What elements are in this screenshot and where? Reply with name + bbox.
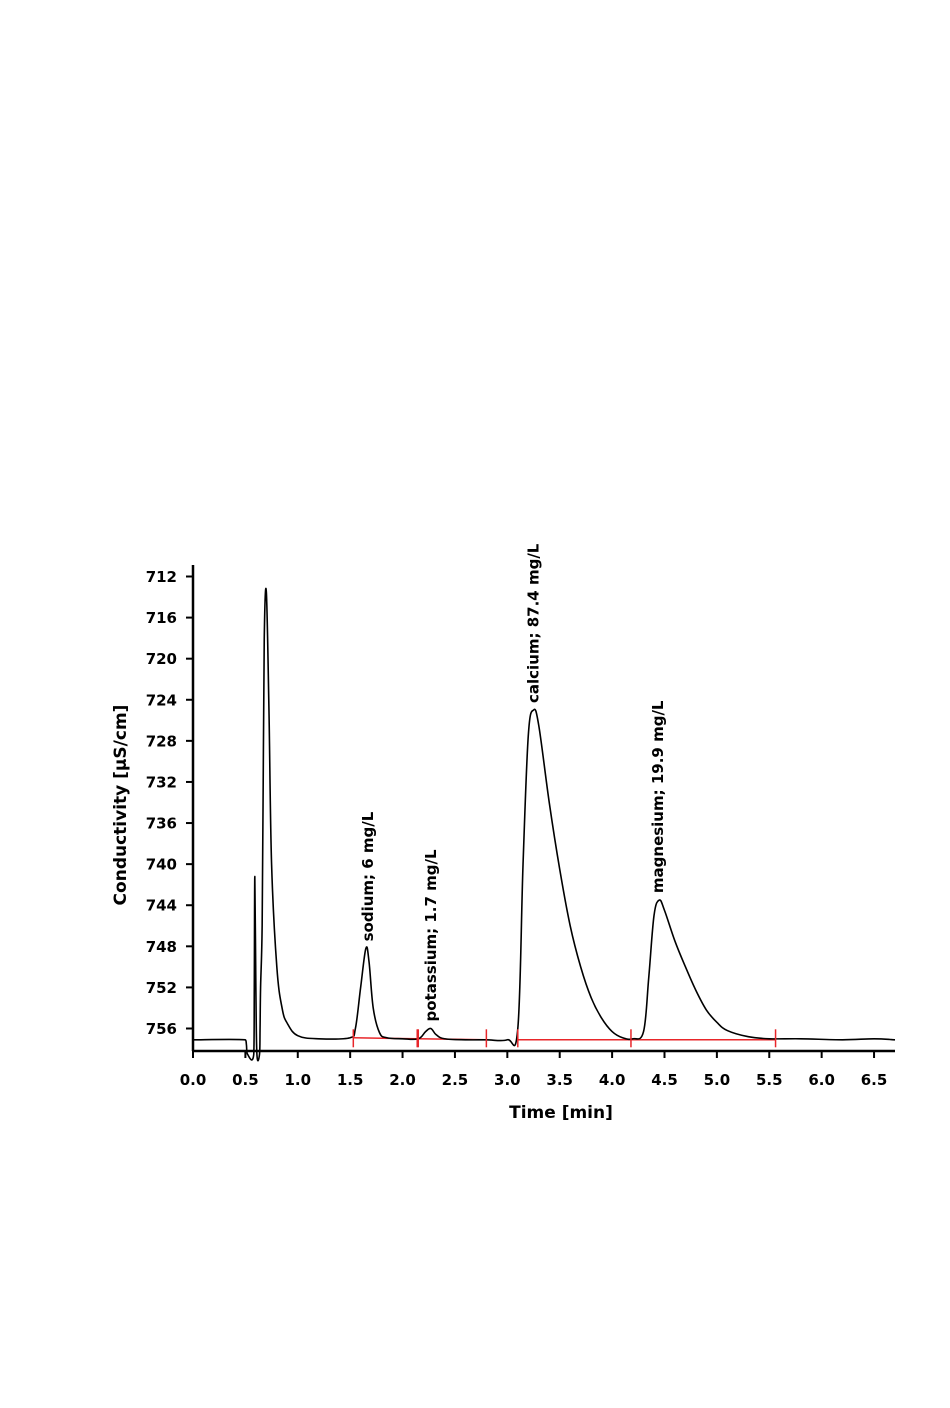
x-tick-label: 6.0 — [808, 1071, 835, 1089]
y-tick-label: 756 — [146, 1020, 177, 1038]
y-tick-label: 712 — [146, 568, 177, 586]
peak-label: sodium; 6 mg/L — [359, 811, 377, 941]
x-tick-label: 0.0 — [180, 1071, 207, 1089]
y-tick-label: 720 — [146, 650, 177, 668]
x-tick-label: 0.5 — [232, 1071, 259, 1089]
y-tick-label: 732 — [146, 773, 177, 791]
y-tick-label: 752 — [146, 979, 177, 997]
x-tick-label: 1.0 — [284, 1071, 311, 1089]
x-axis-ticks: 0.0 0.5 1.0 1.5 2.0 2.5 3.0 3.5 4.0 4.5 5.0 5.5 6.0 6… — [180, 1051, 888, 1089]
x-tick-label: 2.5 — [442, 1071, 469, 1089]
chromatogram-trace — [192, 587, 896, 1062]
y-tick-label: 740 — [146, 856, 177, 874]
x-axis-title: Time [min] — [509, 1103, 613, 1123]
x-tick-label: 4.0 — [599, 1071, 626, 1089]
integration-markers — [352, 1029, 777, 1048]
axes — [191, 565, 895, 1053]
peak-label: magnesium; 19.9 mg/L — [649, 700, 667, 893]
y-tick-label: 736 — [146, 815, 177, 833]
x-tick-label: 2.0 — [389, 1071, 416, 1089]
peak-annotations: sodium; 6 mg/L potassium; 1.7 mg/L calcium… — [359, 543, 667, 1021]
y-tick-label: 716 — [146, 609, 177, 627]
y-tick-label: 724 — [146, 691, 177, 709]
y-tick-label: 744 — [146, 897, 177, 915]
x-tick-label: 5.0 — [704, 1071, 731, 1089]
x-tick-label: 3.5 — [546, 1071, 573, 1089]
peak-label: potassium; 1.7 mg/L — [422, 849, 440, 1022]
x-tick-label: 3.0 — [494, 1071, 521, 1089]
x-tick-label: 1.5 — [337, 1071, 364, 1089]
peak-label: calcium; 87.4 mg/L — [525, 543, 543, 703]
x-tick-label: 4.5 — [651, 1071, 678, 1089]
x-tick-label: 5.5 — [756, 1071, 783, 1089]
y-tick-label: 748 — [146, 938, 177, 956]
y-tick-label: 728 — [146, 732, 177, 750]
x-tick-label: 6.5 — [861, 1071, 888, 1089]
y-axis-title: Conductivity [µS/cm] — [111, 705, 131, 906]
chromatogram-line — [192, 587, 896, 1062]
y-axis-ticks: 712 716 720 724 728 732 736 740 744 748 752 756 — [146, 568, 193, 1038]
